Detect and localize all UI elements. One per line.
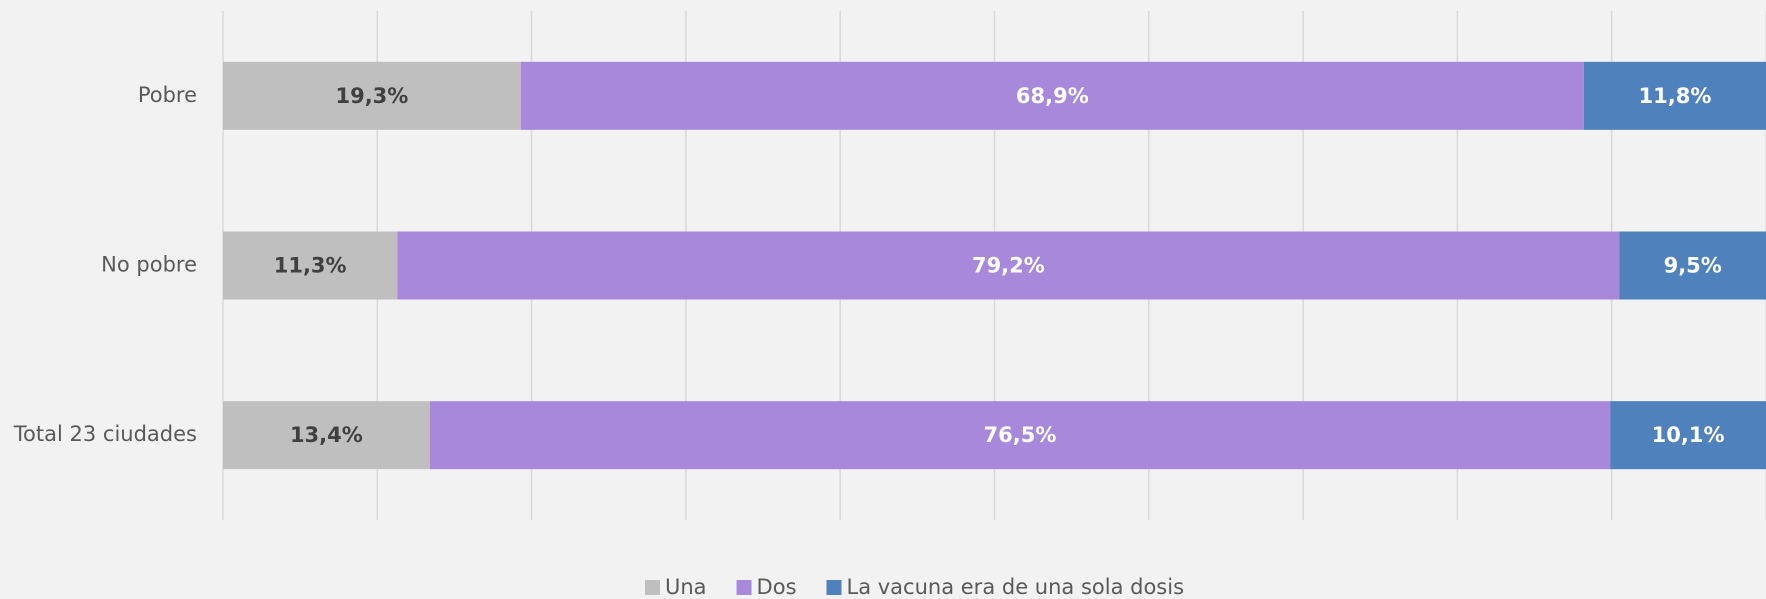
legend-label: Una — [665, 575, 707, 599]
bar-segment — [429, 401, 1611, 470]
data-label: 76,5% — [984, 423, 1057, 447]
data-label: 68,9% — [1016, 84, 1089, 108]
bar-segment — [520, 61, 1584, 130]
bar-segment — [223, 401, 430, 470]
data-label: 13,4% — [290, 423, 363, 447]
data-label: 11,8% — [1639, 84, 1712, 108]
bar-segment — [397, 231, 1620, 300]
legend-swatch — [826, 580, 842, 595]
bar-segment — [1619, 231, 1766, 300]
bar-segment — [1610, 401, 1766, 470]
data-label: 10,1% — [1652, 423, 1725, 447]
bar-segment — [223, 61, 521, 130]
data-label: 11,3% — [274, 254, 347, 278]
y-tick-label: No pobre — [101, 253, 197, 277]
bar-segment — [223, 231, 398, 300]
y-tick-label: Pobre — [138, 83, 197, 107]
data-label: 9,5% — [1664, 254, 1722, 278]
y-tick-label: Total 23 ciudades — [13, 422, 197, 446]
legend-swatch — [644, 580, 660, 595]
data-label: 79,2% — [972, 254, 1045, 278]
legend-label: Dos — [757, 575, 797, 599]
bar-segment — [1583, 61, 1766, 130]
legend-label: La vacuna era de una sola dosis — [847, 575, 1185, 599]
data-label: 19,3% — [335, 84, 408, 108]
legend-swatch — [736, 580, 752, 595]
